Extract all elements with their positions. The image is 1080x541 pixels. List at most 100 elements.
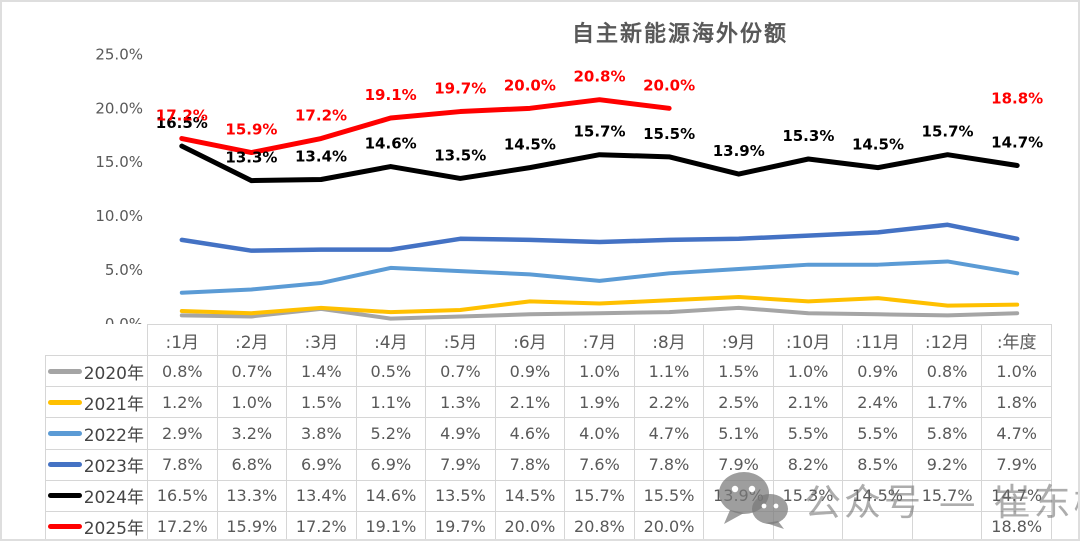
- data-label-2025年: 20.0%: [504, 76, 556, 94]
- data-label-2025年: 15.9%: [225, 121, 277, 139]
- table-cell: 7.9%: [981, 448, 1052, 481]
- series-line-2025年: [179, 97, 672, 156]
- legend-year-label: 2024年: [83, 488, 144, 509]
- table-row: 2025年 17.2% 15.9% 17.2% 19.1% 19.7% 20.0% 20.8%…: [45, 510, 1052, 540]
- table-cell: 14.6%: [355, 479, 427, 512]
- table-cell: 9.2%: [911, 448, 983, 481]
- table-cell: 7.9%: [703, 448, 774, 481]
- table-cell: 13.9%: [703, 479, 774, 512]
- table-cell: 13.4%: [286, 479, 357, 512]
- table-cell: 2.1%: [494, 386, 566, 419]
- table-cell: 7.9%: [425, 448, 496, 481]
- data-label-2024年: 14.7%: [991, 133, 1043, 151]
- table-row: 2023年 7.8% 6.8% 6.9% 6.9% 7.9% 7.8% 7.6% 7.8% 7.9…: [45, 448, 1052, 481]
- legend-cell: 2022年: [45, 417, 148, 450]
- table-cell: 15.7%: [911, 479, 983, 512]
- table-cell: 5.5%: [772, 417, 844, 450]
- table-cell: 7.8%: [147, 448, 218, 481]
- table-cell: [703, 510, 774, 539]
- data-label-2024年: 13.9%: [713, 142, 765, 160]
- data-table: :1月:2月:3月:4月:5月:6月:7月:8月:9月:10月:11月:12月:…: [45, 323, 1052, 540]
- table-cell: 2.4%: [842, 386, 913, 419]
- data-label-2024年: 16.5%: [156, 114, 208, 132]
- table-cell: 6.9%: [286, 448, 357, 481]
- legend-year-label: 2025年: [83, 519, 144, 540]
- data-label-2025年: 18.8%: [991, 89, 1043, 107]
- legend-year-label: 2021年: [83, 394, 144, 415]
- data-label-2024年: 15.7%: [573, 123, 625, 141]
- table-header-cell: :2月: [216, 323, 288, 357]
- table-cell: 8.2%: [772, 448, 844, 481]
- table-cell: 2.5%: [703, 386, 774, 419]
- table-cell: 15.3%: [772, 479, 844, 512]
- table-cell: 5.5%: [842, 417, 913, 450]
- legend-line-swatch: [47, 430, 82, 436]
- table-cell: 18.8%: [981, 510, 1052, 539]
- table-cell: 8.5%: [842, 448, 913, 481]
- table-cell: 5.2%: [355, 417, 427, 450]
- table-cell: 2.2%: [633, 386, 705, 419]
- table-row: 2021年 1.2% 1.0% 1.5% 1.1% 1.3% 2.1% 1.9% 2.2% 2.5…: [45, 386, 1052, 419]
- table-row: 2024年 16.5% 13.3% 13.4% 14.6% 13.5% 14.5% 15.7%…: [45, 479, 1052, 512]
- table-header-cell: :5月: [425, 323, 496, 357]
- table-cell: 3.2%: [216, 417, 288, 450]
- y-axis-tick: 25.0%: [95, 45, 143, 63]
- table-cell: 3.8%: [286, 417, 357, 450]
- table-cell: 20.0%: [633, 510, 705, 539]
- table-cell: 1.1%: [633, 355, 705, 388]
- table-cell: 17.2%: [147, 510, 218, 539]
- data-label-2025年: 19.7%: [434, 80, 486, 98]
- table-cell: 19.7%: [425, 510, 496, 539]
- table-cell: 1.0%: [981, 355, 1052, 388]
- table-header-cell: :4月: [355, 323, 427, 357]
- y-axis-tick: 5.0%: [105, 261, 143, 279]
- table-header-cell: :7月: [564, 323, 635, 357]
- table-cell: 14.5%: [494, 479, 566, 512]
- legend-cell: 2023年: [45, 448, 148, 481]
- table-row: 2020年 0.8% 0.7% 1.4% 0.5% 0.7% 0.9% 1.0% 1.1% 1.5…: [45, 355, 1052, 388]
- table-cell: [911, 510, 983, 539]
- table-cell: 15.7%: [564, 479, 635, 512]
- legend-line-swatch: [47, 493, 82, 499]
- legend-line-swatch: [47, 368, 82, 374]
- table-cell: 5.8%: [911, 417, 983, 450]
- table-cell: 1.5%: [703, 355, 774, 388]
- table-cell: 4.7%: [633, 417, 705, 450]
- table-cell: 1.0%: [564, 355, 635, 388]
- data-label-2024年: 13.5%: [434, 146, 486, 164]
- table-cell: 14.7%: [981, 479, 1052, 512]
- table-cell: 4.0%: [564, 417, 635, 450]
- table-header-cell: :8月: [633, 323, 705, 357]
- table-cell: 1.5%: [286, 386, 357, 419]
- table-cell: 7.6%: [564, 448, 635, 481]
- table-cell: 1.9%: [564, 386, 635, 419]
- table-header-cell: :9月: [703, 323, 774, 357]
- table-cell: 0.9%: [494, 355, 566, 388]
- chart-title: 自主新能源海外份额: [571, 22, 789, 47]
- table-cell: [842, 510, 913, 539]
- legend-line-swatch: [47, 399, 82, 405]
- table-cell: 2.9%: [147, 417, 218, 450]
- table-cell: 15.5%: [633, 479, 705, 512]
- table-cell: 13.5%: [425, 479, 496, 512]
- data-label-2024年: 13.3%: [225, 149, 277, 167]
- table-cell: 0.8%: [147, 355, 218, 388]
- legend-cell: 2021年: [45, 386, 148, 419]
- table-cell: 0.8%: [911, 355, 983, 388]
- table-cell: 7.8%: [633, 448, 705, 481]
- table-cell: 0.7%: [216, 355, 288, 388]
- table-cell: 1.2%: [147, 386, 218, 419]
- table-row: 2022年 2.9% 3.2% 3.8% 5.2% 4.9% 4.6% 4.0% 4.7% 5.1…: [45, 417, 1052, 450]
- table-header-cell: :3月: [286, 323, 357, 357]
- table-cell: 4.6%: [494, 417, 566, 450]
- data-label-2025年: 20.0%: [643, 76, 695, 94]
- legend-year-label: 2022年: [83, 425, 144, 446]
- data-label-2024年: 13.4%: [295, 147, 347, 165]
- table-cell: 5.1%: [703, 417, 774, 450]
- table-cell: 14.5%: [842, 479, 913, 512]
- table-header-cell: :6月: [494, 323, 566, 357]
- table-cell: 1.7%: [911, 386, 983, 419]
- table-header-cell: :12月: [911, 323, 983, 357]
- table-header-cell: :年度: [981, 323, 1052, 357]
- data-label-2025年: 17.2%: [156, 107, 208, 125]
